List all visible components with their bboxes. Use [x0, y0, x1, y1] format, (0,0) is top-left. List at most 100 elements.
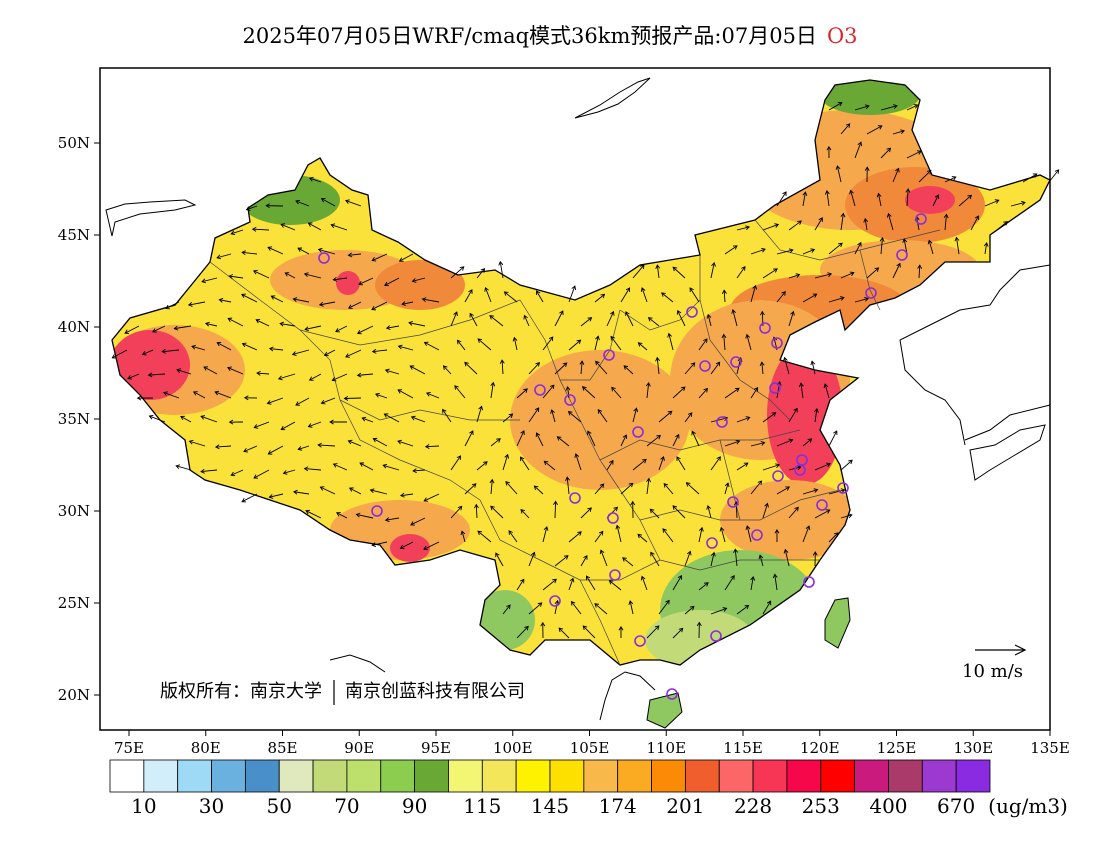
wind-arrowhead: [410, 521, 415, 526]
wind-arrow: [309, 177, 322, 183]
wind-arrowhead: [565, 476, 570, 481]
wind-arrow: [370, 489, 388, 495]
wind-arrowhead: [810, 360, 816, 366]
lat-tick-label: 50N: [58, 134, 90, 152]
wind-arrowhead: [284, 272, 290, 277]
wind-arrow: [776, 249, 793, 255]
wind-arrow: [254, 421, 270, 428]
wind-arrowhead: [348, 487, 354, 492]
wind-arrowhead: [227, 366, 232, 372]
wind-arrow: [970, 215, 979, 231]
wind-arrow: [201, 469, 218, 473]
wind-arrowhead: [686, 550, 692, 556]
wind-arrowhead: [722, 607, 728, 612]
lat-tick-label: 25N: [58, 594, 90, 612]
wind-arrowhead: [111, 354, 117, 359]
wind-arrowhead: [267, 246, 273, 251]
wind-arrowhead: [902, 238, 908, 243]
wind-arrowhead: [775, 463, 780, 469]
wind-arrow: [676, 456, 686, 471]
wind-arrow: [672, 386, 686, 399]
colorbar-swatch: [752, 759, 788, 793]
wind-arrow: [750, 248, 766, 255]
wind-arrow: [413, 469, 426, 472]
wind-arrow: [814, 463, 831, 471]
colorbar-swatch: [888, 759, 923, 793]
wind-arrowhead: [696, 621, 702, 627]
wind-arrowhead: [456, 339, 462, 345]
wind-arrowhead: [745, 225, 750, 231]
wind-arrowhead: [676, 456, 681, 461]
wind-arrowhead: [599, 549, 605, 555]
wind-arrow: [320, 486, 336, 495]
wind-arrow: [580, 317, 592, 327]
lon-tick-label: 85E: [267, 739, 297, 757]
wind-arrow: [502, 413, 513, 423]
wind-arrowhead: [401, 301, 406, 307]
wind-arrowhead: [203, 366, 209, 371]
wind-arrow: [309, 373, 322, 381]
wind-arrowhead: [358, 280, 364, 286]
wind-arrowhead: [571, 285, 577, 291]
wind-arrow: [918, 170, 932, 183]
wind-arrow: [802, 525, 810, 543]
wind-arrow: [304, 468, 322, 471]
wind-arrowhead: [520, 430, 525, 435]
wind-arrowhead: [579, 360, 585, 365]
wind-arrowhead: [173, 325, 179, 331]
wind-arrow: [362, 417, 374, 423]
wind-arrowhead: [863, 217, 869, 223]
colorbar-label: 90: [402, 794, 427, 818]
wind-arrow: [371, 301, 388, 310]
wind-arrowhead: [1032, 173, 1038, 178]
wind-arrowhead: [256, 370, 261, 376]
wind-arrowhead: [253, 474, 259, 479]
wind-arrow: [828, 297, 845, 303]
wind-arrow: [802, 249, 815, 255]
wind-arrowhead: [540, 621, 546, 627]
wind-arrow: [840, 213, 844, 231]
wind-arrow: [568, 339, 581, 351]
wind-arrow: [542, 384, 555, 399]
wind-arrow: [710, 456, 721, 471]
wind-arrowhead: [628, 482, 634, 488]
wind-arrowhead: [383, 413, 389, 418]
wind-arrowhead: [687, 412, 693, 417]
wind-arrowhead: [640, 264, 645, 270]
wind-arrow: [606, 311, 614, 327]
wind-arrowhead: [667, 410, 673, 416]
wind-arrowhead: [317, 247, 323, 253]
wind-arrowhead: [241, 250, 246, 256]
wind-arrow: [242, 343, 258, 351]
wind-arrow: [386, 325, 400, 329]
wind-arrowhead: [291, 351, 297, 356]
wind-arrow: [242, 251, 258, 255]
wind-arrowhead: [698, 526, 704, 532]
wind-arrowhead: [577, 531, 582, 536]
wind-arrowhead: [308, 376, 314, 381]
wind-arrowhead: [650, 551, 655, 557]
wind-arrow: [464, 362, 478, 375]
colorbar-label: 70: [334, 794, 359, 818]
wind-arrowhead: [533, 485, 539, 491]
wind-arrow: [650, 552, 660, 567]
wind-arrowhead: [600, 293, 606, 299]
wind-arrowhead: [508, 530, 513, 535]
wind-arrowhead: [788, 248, 794, 254]
wind-arrowhead: [774, 223, 780, 228]
wind-arrowhead: [268, 346, 274, 352]
wind-arrowhead: [490, 505, 495, 511]
wind-arrow: [672, 266, 686, 279]
wind-arrow: [662, 528, 674, 543]
lon-tick-label: 80E: [191, 739, 221, 757]
site-marker: [603, 349, 615, 361]
wind-arrow: [850, 190, 856, 207]
colorbar-label: 228: [734, 794, 772, 818]
wind-arrow: [828, 102, 843, 111]
wind-arrowhead: [824, 190, 830, 195]
wind-arrow: [426, 392, 440, 399]
wind-arrowhead: [752, 284, 758, 290]
wind-arrow: [490, 505, 504, 519]
wind-arrowhead: [764, 502, 769, 508]
wind-arrowhead: [553, 500, 558, 506]
